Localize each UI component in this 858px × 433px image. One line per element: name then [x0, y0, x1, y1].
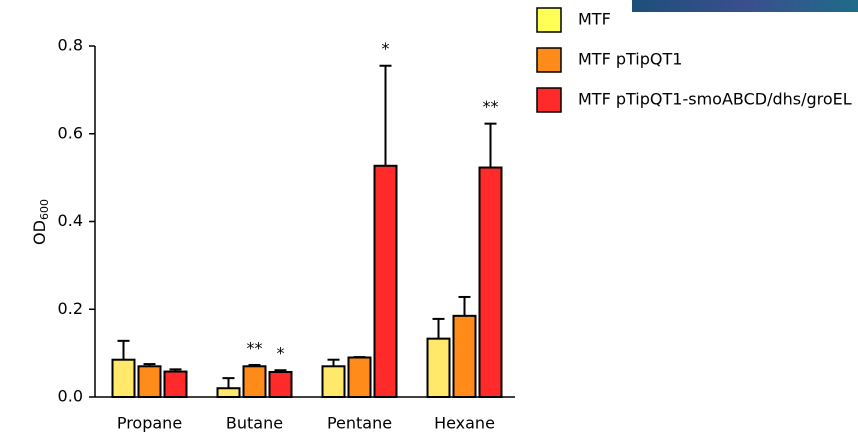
significance-mark: ** [247, 338, 263, 357]
bar [375, 166, 397, 397]
y-label-sub: 600 [38, 199, 51, 220]
image-strip [632, 0, 858, 12]
bar [454, 316, 476, 397]
bar [323, 366, 345, 397]
chart: OD600 0.00.20.40.60.8PropaneButane***Pen… [0, 0, 858, 433]
bar [244, 366, 266, 397]
bar [113, 360, 135, 397]
legend-label: MTF [578, 10, 611, 29]
x-tick-label: Butane [226, 414, 283, 433]
x-tick-label: Pentane [327, 414, 392, 433]
bar [349, 358, 371, 397]
bar [428, 339, 450, 397]
x-tick-label: Hexane [434, 414, 495, 433]
y-tick-label: 0.0 [58, 387, 83, 406]
significance-mark: * [277, 344, 285, 363]
bar [218, 388, 240, 397]
legend-swatch [537, 8, 561, 32]
y-tick-label: 0.8 [58, 36, 83, 55]
legend-label: MTF pTipQT1 [578, 50, 682, 69]
bar [165, 372, 187, 397]
y-label-main: OD [30, 220, 49, 245]
bar [139, 366, 161, 397]
legend-swatch [537, 48, 561, 72]
legend-label: MTF pTipQT1-smoABCD/dhs/groEL [578, 90, 852, 109]
bar [270, 372, 292, 397]
x-tick-label: Propane [117, 414, 182, 433]
significance-mark: ** [483, 97, 499, 116]
significance-mark: * [382, 39, 390, 58]
y-tick-label: 0.2 [58, 299, 83, 318]
y-tick-label: 0.4 [58, 211, 83, 230]
y-axis-label: OD600 [30, 199, 52, 245]
y-tick-label: 0.6 [58, 123, 83, 142]
bar [480, 168, 502, 397]
legend-swatch [537, 88, 561, 112]
